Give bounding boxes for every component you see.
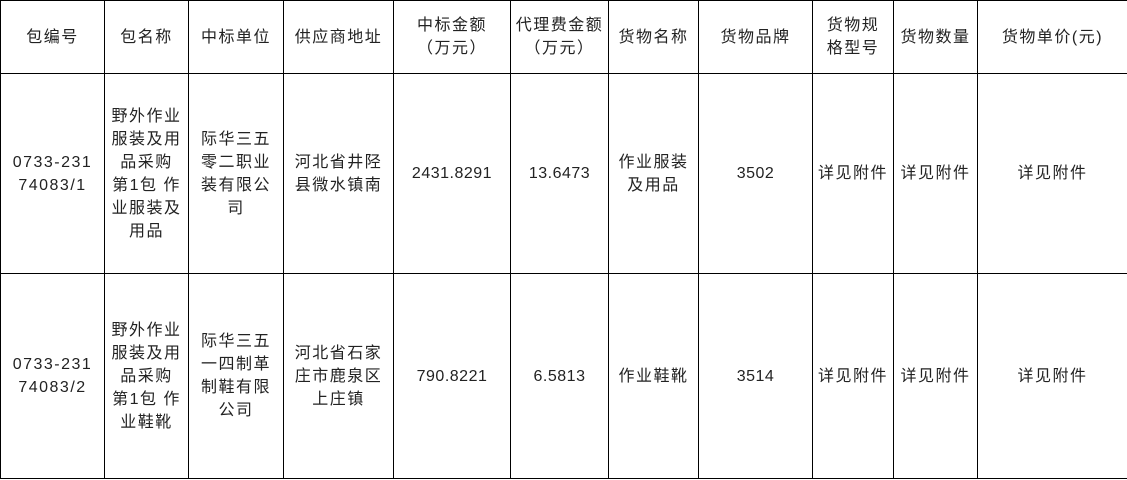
header-spec: 货物规格型号 — [812, 0, 894, 74]
header-agency-fee: 代理费金额（万元） — [510, 0, 609, 74]
header-row: 包编号 包名称 中标单位 供应商地址 中标金额（万元） 代理费金额（万元） 货物… — [0, 0, 1127, 74]
agency-fee: 13.6473 — [510, 73, 609, 274]
spec: 详见附件 — [812, 73, 894, 274]
unit-price: 详见附件 — [977, 273, 1127, 479]
package-name: 野外作业服装及用品采购 第1包 作业鞋靴 — [104, 273, 189, 479]
goods-name: 作业鞋靴 — [608, 273, 699, 479]
amount: 790.8221 — [393, 273, 511, 479]
table-row: 0733-23174083/2 野外作业服装及用品采购 第1包 作业鞋靴 际华三… — [0, 273, 1127, 479]
header-package-no: 包编号 — [0, 0, 105, 74]
header-unit-price: 货物单价(元) — [977, 0, 1127, 74]
quantity: 详见附件 — [893, 73, 978, 274]
header-amount: 中标金额（万元） — [393, 0, 511, 74]
brand: 3514 — [698, 273, 813, 479]
winner: 际华三五零二职业装有限公司 — [188, 73, 284, 274]
agency-fee: 6.5813 — [510, 273, 609, 479]
amount: 2431.8291 — [393, 73, 511, 274]
package-no: 0733-23174083/2 — [0, 273, 105, 479]
goods-name: 作业服装及用品 — [608, 73, 699, 274]
address: 河北省石家庄市鹿泉区上庄镇 — [283, 273, 394, 479]
header-address: 供应商地址 — [283, 0, 394, 74]
header-goods-name: 货物名称 — [608, 0, 699, 74]
brand: 3502 — [698, 73, 813, 274]
quantity: 详见附件 — [893, 273, 978, 479]
winner: 际华三五一四制革制鞋有限公司 — [188, 273, 284, 479]
address: 河北省井陉县微水镇南 — [283, 73, 394, 274]
package-no: 0733-23174083/1 — [0, 73, 105, 274]
header-quantity: 货物数量 — [893, 0, 978, 74]
header-winner: 中标单位 — [188, 0, 284, 74]
spec: 详见附件 — [812, 273, 894, 479]
table-row: 0733-23174083/1 野外作业服装及用品采购 第1包 作业服装及用品 … — [0, 73, 1127, 274]
header-brand: 货物品牌 — [698, 0, 813, 74]
header-package-name: 包名称 — [104, 0, 189, 74]
unit-price: 详见附件 — [977, 73, 1127, 274]
package-name: 野外作业服装及用品采购 第1包 作业服装及用品 — [104, 73, 189, 274]
